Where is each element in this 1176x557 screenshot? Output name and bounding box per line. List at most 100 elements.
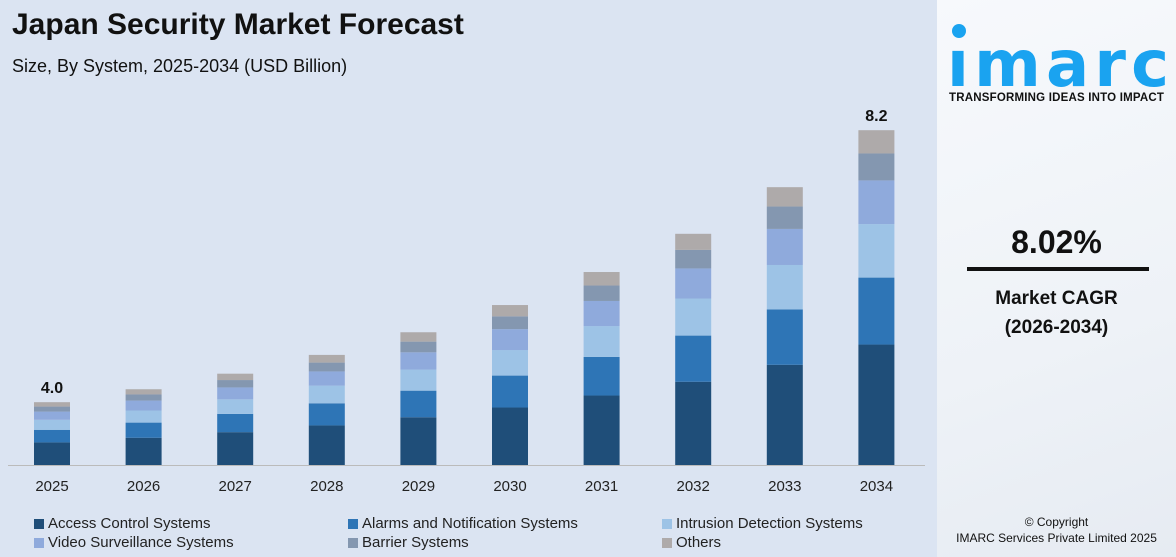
- bar-segment-2029-5: [400, 332, 437, 342]
- copyright-text: © Copyright: [1024, 515, 1089, 529]
- bar-segment-2033-4: [766, 206, 803, 229]
- bar-segment-2028-1: [308, 403, 345, 426]
- legend-item: Others: [662, 534, 934, 551]
- x-tick-label: 2031: [585, 478, 618, 495]
- bar-segment-2029-2: [400, 369, 437, 391]
- bar-segment-2027-1: [217, 413, 254, 433]
- bar-segment-2025-5: [34, 402, 70, 407]
- bar-segment-2033-5: [766, 187, 803, 207]
- tagline: TRANSFORMING IDEAS INTO IMPACT: [949, 92, 1165, 104]
- cagr-value: 8.02%: [1011, 224, 1102, 260]
- bar-segment-2027-2: [217, 399, 254, 414]
- sidebar-panel: ımarc TRANSFORMING IDEAS INTO IMPACT 8.0…: [937, 0, 1176, 557]
- bar-segment-2034-2: [858, 224, 895, 278]
- x-tick-label: 2026: [127, 478, 160, 495]
- cagr-label-text: Market CAGR: [995, 288, 1118, 309]
- legend-label: Intrusion Detection Systems: [676, 515, 863, 532]
- bar-segment-2032-3: [675, 268, 712, 299]
- x-tick-label: 2033: [768, 478, 801, 495]
- bar-segment-2031-0: [583, 395, 620, 465]
- x-tick-label: 2025: [35, 478, 68, 495]
- bar-segment-2031-1: [583, 356, 620, 396]
- bar-segment-2030-1: [492, 375, 528, 408]
- legend-swatch: [34, 537, 44, 548]
- bar-segment-2034-1: [858, 277, 895, 345]
- x-tick-label: 2032: [677, 478, 710, 495]
- bar-segment-2031-2: [583, 326, 620, 357]
- bar-segment-2026-1: [125, 422, 162, 438]
- bar-segment-2028-5: [308, 354, 345, 363]
- bar-segment-2025-3: [34, 411, 70, 420]
- company-name: IMARC Services Private Limited 2025: [956, 531, 1157, 545]
- bar-segment-2033-2: [766, 264, 803, 310]
- x-tick-label: 2030: [493, 478, 526, 495]
- legend-item: Video Surveillance Systems: [34, 534, 348, 551]
- bar-segment-2025-0: [34, 442, 70, 465]
- legend-swatch: [348, 537, 358, 548]
- bar-segment-2029-1: [400, 390, 437, 418]
- bar-segment-2025-2: [34, 419, 70, 430]
- bar-segment-2030-5: [492, 305, 528, 317]
- bar-segment-2029-0: [400, 417, 437, 465]
- x-tick-label: 2027: [219, 478, 252, 495]
- bar-segment-2031-5: [583, 272, 620, 286]
- cagr-period: (2026-2034): [1004, 317, 1109, 338]
- legend-swatch: [662, 518, 672, 529]
- bar-segment-2034-4: [858, 153, 895, 181]
- bar-segment-2031-4: [583, 285, 620, 301]
- legend: Access Control Systems Alarms and Notific…: [34, 515, 934, 551]
- bar-segment-2026-4: [125, 394, 162, 401]
- data-label: 4.0: [41, 380, 63, 397]
- bar-segment-2034-0: [858, 344, 895, 465]
- bar-segment-2028-0: [308, 425, 345, 465]
- bar-segment-2032-4: [675, 249, 712, 269]
- bar-segment-2027-0: [217, 432, 254, 465]
- data-label: 8.2: [865, 108, 887, 125]
- legend-item: Access Control Systems: [34, 515, 348, 532]
- bar-segment-2028-3: [308, 371, 345, 386]
- bar-segment-2033-1: [766, 309, 803, 365]
- legend-label: Others: [676, 534, 722, 551]
- stacked-bar-chart: 2025 4.0 2026 2027 2028 2029 2030 2031 2032 2033 2…: [8, 108, 925, 495]
- bar-segment-2028-4: [308, 362, 345, 372]
- bar-segment-2032-1: [675, 335, 712, 382]
- bar-segment-2034-3: [858, 180, 895, 225]
- copyright: © Copyright IMARC Services Private Limit…: [937, 514, 1176, 546]
- bar-segment-2025-1: [34, 429, 70, 443]
- bar-segment-2025-4: [34, 406, 70, 412]
- cagr-label: Market CAGR (2026-2034): [937, 284, 1176, 342]
- bar-segment-2028-2: [308, 385, 345, 404]
- chart-subtitle: Size, By System, 2025-2034 (USD Billion): [12, 56, 348, 76]
- legend-label: Video Surveillance Systems: [48, 534, 234, 551]
- bar-segment-2031-3: [583, 300, 620, 327]
- legend-item: Barrier Systems: [348, 534, 662, 551]
- bar-segment-2030-4: [492, 316, 528, 330]
- bar-segment-2026-0: [125, 437, 162, 465]
- bar-segment-2032-5: [675, 233, 712, 250]
- bar-segment-2030-2: [492, 350, 528, 376]
- imarc-logo: ımarc: [947, 24, 1169, 94]
- bar-segment-2030-3: [492, 329, 528, 351]
- chart-title: Japan Security Market Forecast: [12, 8, 464, 41]
- bar-segment-2033-0: [766, 364, 803, 465]
- bar-segment-2029-3: [400, 352, 437, 370]
- bar-segment-2027-4: [217, 380, 254, 388]
- x-tick-label: 2034: [860, 478, 893, 495]
- bar-segment-2029-4: [400, 341, 437, 353]
- bar-segment-2033-3: [766, 228, 803, 265]
- bar-segment-2026-2: [125, 410, 162, 423]
- legend-swatch: [348, 518, 358, 529]
- bar-segment-2027-5: [217, 373, 254, 381]
- legend-label: Barrier Systems: [362, 534, 469, 551]
- legend-item: Alarms and Notification Systems: [348, 515, 662, 532]
- legend-swatch: [662, 537, 672, 548]
- bar-segment-2032-0: [675, 381, 712, 465]
- bar-segment-2032-2: [675, 298, 712, 336]
- legend-label: Alarms and Notification Systems: [362, 515, 578, 532]
- legend-swatch: [34, 518, 44, 529]
- bar-segment-2034-5: [858, 130, 895, 154]
- bar-segment-2026-3: [125, 400, 162, 411]
- divider: [967, 267, 1149, 271]
- x-tick-label: 2029: [402, 478, 435, 495]
- bar-segment-2030-0: [492, 407, 528, 465]
